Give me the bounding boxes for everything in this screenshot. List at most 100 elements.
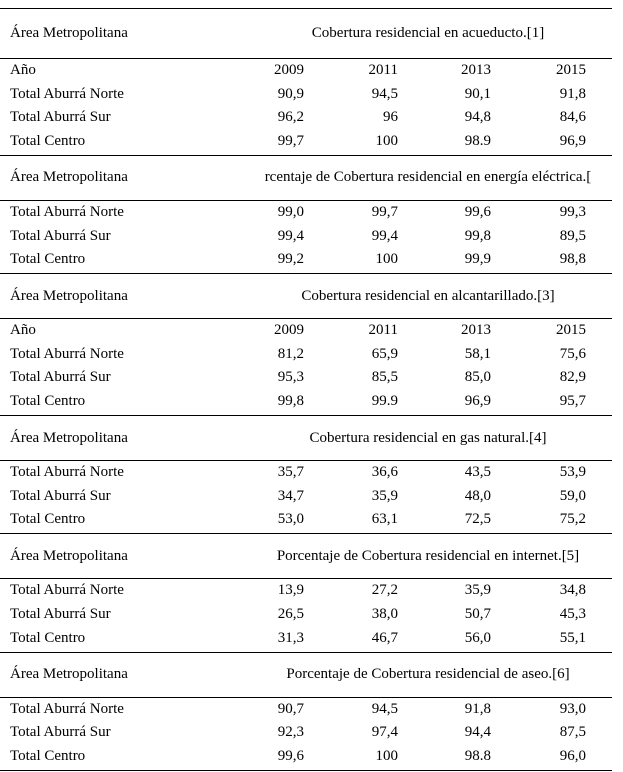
rule — [0, 318, 612, 320]
cell: 95,3 — [277, 369, 304, 386]
cell: 58,1 — [464, 345, 491, 362]
region-label: Área Metropolitana — [10, 429, 128, 446]
cell: 98,8 — [559, 251, 586, 268]
cell: 99,7 — [277, 132, 304, 149]
section-title: Porcentaje de Cobertura residencial en i… — [276, 547, 580, 564]
cell: 13,9 — [277, 582, 304, 599]
row-label: Total Aburrá Sur — [10, 369, 111, 386]
cell: 36,6 — [371, 464, 398, 481]
region-label: Área Metropolitana — [10, 169, 128, 186]
row-label: Total Centro — [10, 393, 86, 409]
cell: 96 — [383, 109, 398, 126]
cell: 99,2 — [277, 251, 304, 268]
row-label: Total Aburrá Norte — [10, 582, 124, 599]
cell: 46,7 — [371, 629, 398, 646]
cell: 91,8 — [559, 85, 586, 102]
cell: 50,7 — [464, 606, 491, 622]
cell: 98.8 — [464, 747, 491, 764]
cell: 99,4 — [277, 227, 304, 244]
cell: 97,4 — [371, 724, 398, 741]
row-label: Total Centro — [10, 511, 86, 528]
year-label: Año — [10, 62, 36, 78]
section-title: Cobertura residencial en alcantarillado.… — [301, 287, 555, 304]
cell: 53,9 — [559, 464, 586, 481]
cell: 34,7 — [277, 487, 304, 504]
year: 2013 — [461, 322, 491, 339]
row-label: Total Aburrá Sur — [10, 227, 111, 244]
cell: 48,0 — [464, 487, 491, 504]
cell: 75,2 — [559, 511, 586, 528]
region-label: Área Metropolitana — [10, 666, 128, 683]
cell: 94,8 — [464, 109, 491, 126]
rule — [0, 770, 612, 771]
rule — [0, 460, 612, 462]
row-label: Total Centro — [10, 132, 86, 149]
row-label: Total Centro — [10, 747, 86, 764]
cell: 99,3 — [559, 203, 586, 220]
cell: 34,8 — [559, 582, 586, 599]
cell: 43,5 — [464, 464, 491, 481]
rule — [0, 8, 612, 9]
year: 2013 — [461, 62, 491, 78]
cell: 96,9 — [464, 393, 491, 409]
cell: 99,6 — [464, 203, 491, 220]
region-label: Área Metropolitana — [10, 287, 128, 304]
rule — [0, 415, 612, 417]
year-label: Año — [10, 322, 36, 339]
cell: 94,4 — [464, 724, 491, 741]
cell: 99,9 — [464, 251, 491, 268]
cell: 53,0 — [277, 511, 304, 528]
cell: 98.9 — [464, 132, 491, 149]
cell: 75,6 — [559, 345, 586, 362]
cell: 85,0 — [464, 369, 491, 386]
cell: 94,5 — [371, 700, 398, 717]
cell: 90,7 — [277, 700, 304, 717]
cell: 90,9 — [277, 85, 304, 102]
row-label: Total Aburrá Norte — [10, 203, 124, 220]
row-label: Total Aburrá Norte — [10, 464, 124, 481]
row-label: Total Centro — [10, 629, 86, 646]
year: 2009 — [274, 62, 304, 78]
cell: 85,5 — [371, 369, 398, 386]
cell: 99,7 — [371, 203, 398, 220]
cell: 99,4 — [371, 227, 398, 244]
cell: 26,5 — [277, 606, 304, 622]
rule — [0, 199, 612, 201]
region-label: Área Metropolitana — [10, 547, 128, 564]
cell: 72,5 — [464, 511, 491, 528]
rule — [0, 578, 612, 580]
cell: 65,9 — [371, 345, 398, 362]
year: 2009 — [274, 322, 304, 339]
year: 2011 — [368, 62, 398, 78]
year: 2015 — [556, 322, 586, 339]
row-label: Total Aburrá Norte — [10, 85, 124, 102]
cell: 99.9 — [371, 393, 398, 409]
cell: 96,2 — [277, 109, 304, 126]
year: 2011 — [368, 322, 398, 339]
cell: 96,9 — [559, 132, 586, 149]
cell: 81,2 — [277, 345, 304, 362]
rule — [0, 533, 612, 535]
cell: 99,8 — [277, 393, 304, 409]
row-label: Total Aburrá Sur — [10, 724, 111, 741]
row-label: Total Centro — [10, 251, 86, 268]
cell: 63,1 — [371, 511, 398, 528]
cell: 99,6 — [277, 747, 304, 764]
cell: 100 — [375, 747, 399, 764]
cell: 95,7 — [559, 393, 586, 409]
section-title: rcentaje de Cobertura residencial en ene… — [264, 169, 592, 186]
cell: 94,5 — [371, 85, 398, 102]
cell: 93,0 — [559, 700, 586, 717]
cell: 87,5 — [559, 724, 586, 741]
cell: 31,3 — [277, 629, 304, 646]
rule — [0, 154, 612, 156]
cell: 55,1 — [559, 629, 586, 646]
rule — [0, 273, 612, 275]
row-label: Total Aburrá Sur — [10, 606, 111, 622]
cell: 90,1 — [464, 85, 491, 102]
cell: 100 — [375, 132, 399, 149]
cell: 91,8 — [464, 700, 491, 717]
year: 2015 — [556, 62, 586, 78]
cell: 96,0 — [559, 747, 586, 764]
